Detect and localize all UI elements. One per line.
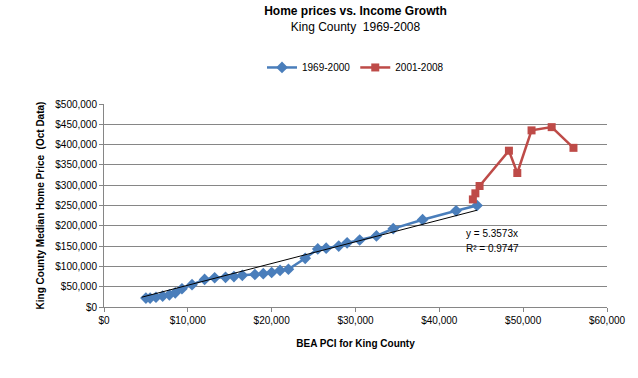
svg-text:$400,000: $400,000: [55, 139, 97, 150]
svg-text:$0: $0: [98, 315, 110, 326]
svg-text:$150,000: $150,000: [55, 241, 97, 252]
svg-text:1969-2000: 1969-2000: [302, 62, 350, 73]
svg-text:$450,000: $450,000: [55, 119, 97, 130]
svg-text:R² = 0.9747: R² = 0.9747: [466, 243, 519, 254]
svg-text:$0: $0: [86, 302, 98, 313]
svg-text:$60,000: $60,000: [589, 315, 626, 326]
svg-text:$50,000: $50,000: [505, 315, 542, 326]
svg-text:2001-2008: 2001-2008: [395, 62, 443, 73]
svg-text:y = 5.3573x: y = 5.3573x: [466, 228, 518, 239]
svg-text:$300,000: $300,000: [55, 180, 97, 191]
svg-text:$200,000: $200,000: [55, 220, 97, 231]
svg-text:$10,000: $10,000: [170, 315, 207, 326]
svg-text:King County Median Home Price: King County Median Home Price (Oct Data): [35, 102, 46, 310]
svg-text:$50,000: $50,000: [61, 281, 98, 292]
svg-text:$500,000: $500,000: [55, 99, 97, 110]
svg-text:Home prices vs. Income GrowthK: Home prices vs. Income GrowthKing County…: [264, 4, 447, 34]
svg-text:$30,000: $30,000: [337, 315, 374, 326]
svg-text:$40,000: $40,000: [421, 315, 458, 326]
svg-text:$350,000: $350,000: [55, 159, 97, 170]
svg-text:BEA PCI for King County: BEA PCI for King County: [296, 338, 415, 349]
svg-text:$20,000: $20,000: [254, 315, 291, 326]
svg-text:$100,000: $100,000: [55, 261, 97, 272]
svg-text:$250,000: $250,000: [55, 200, 97, 211]
